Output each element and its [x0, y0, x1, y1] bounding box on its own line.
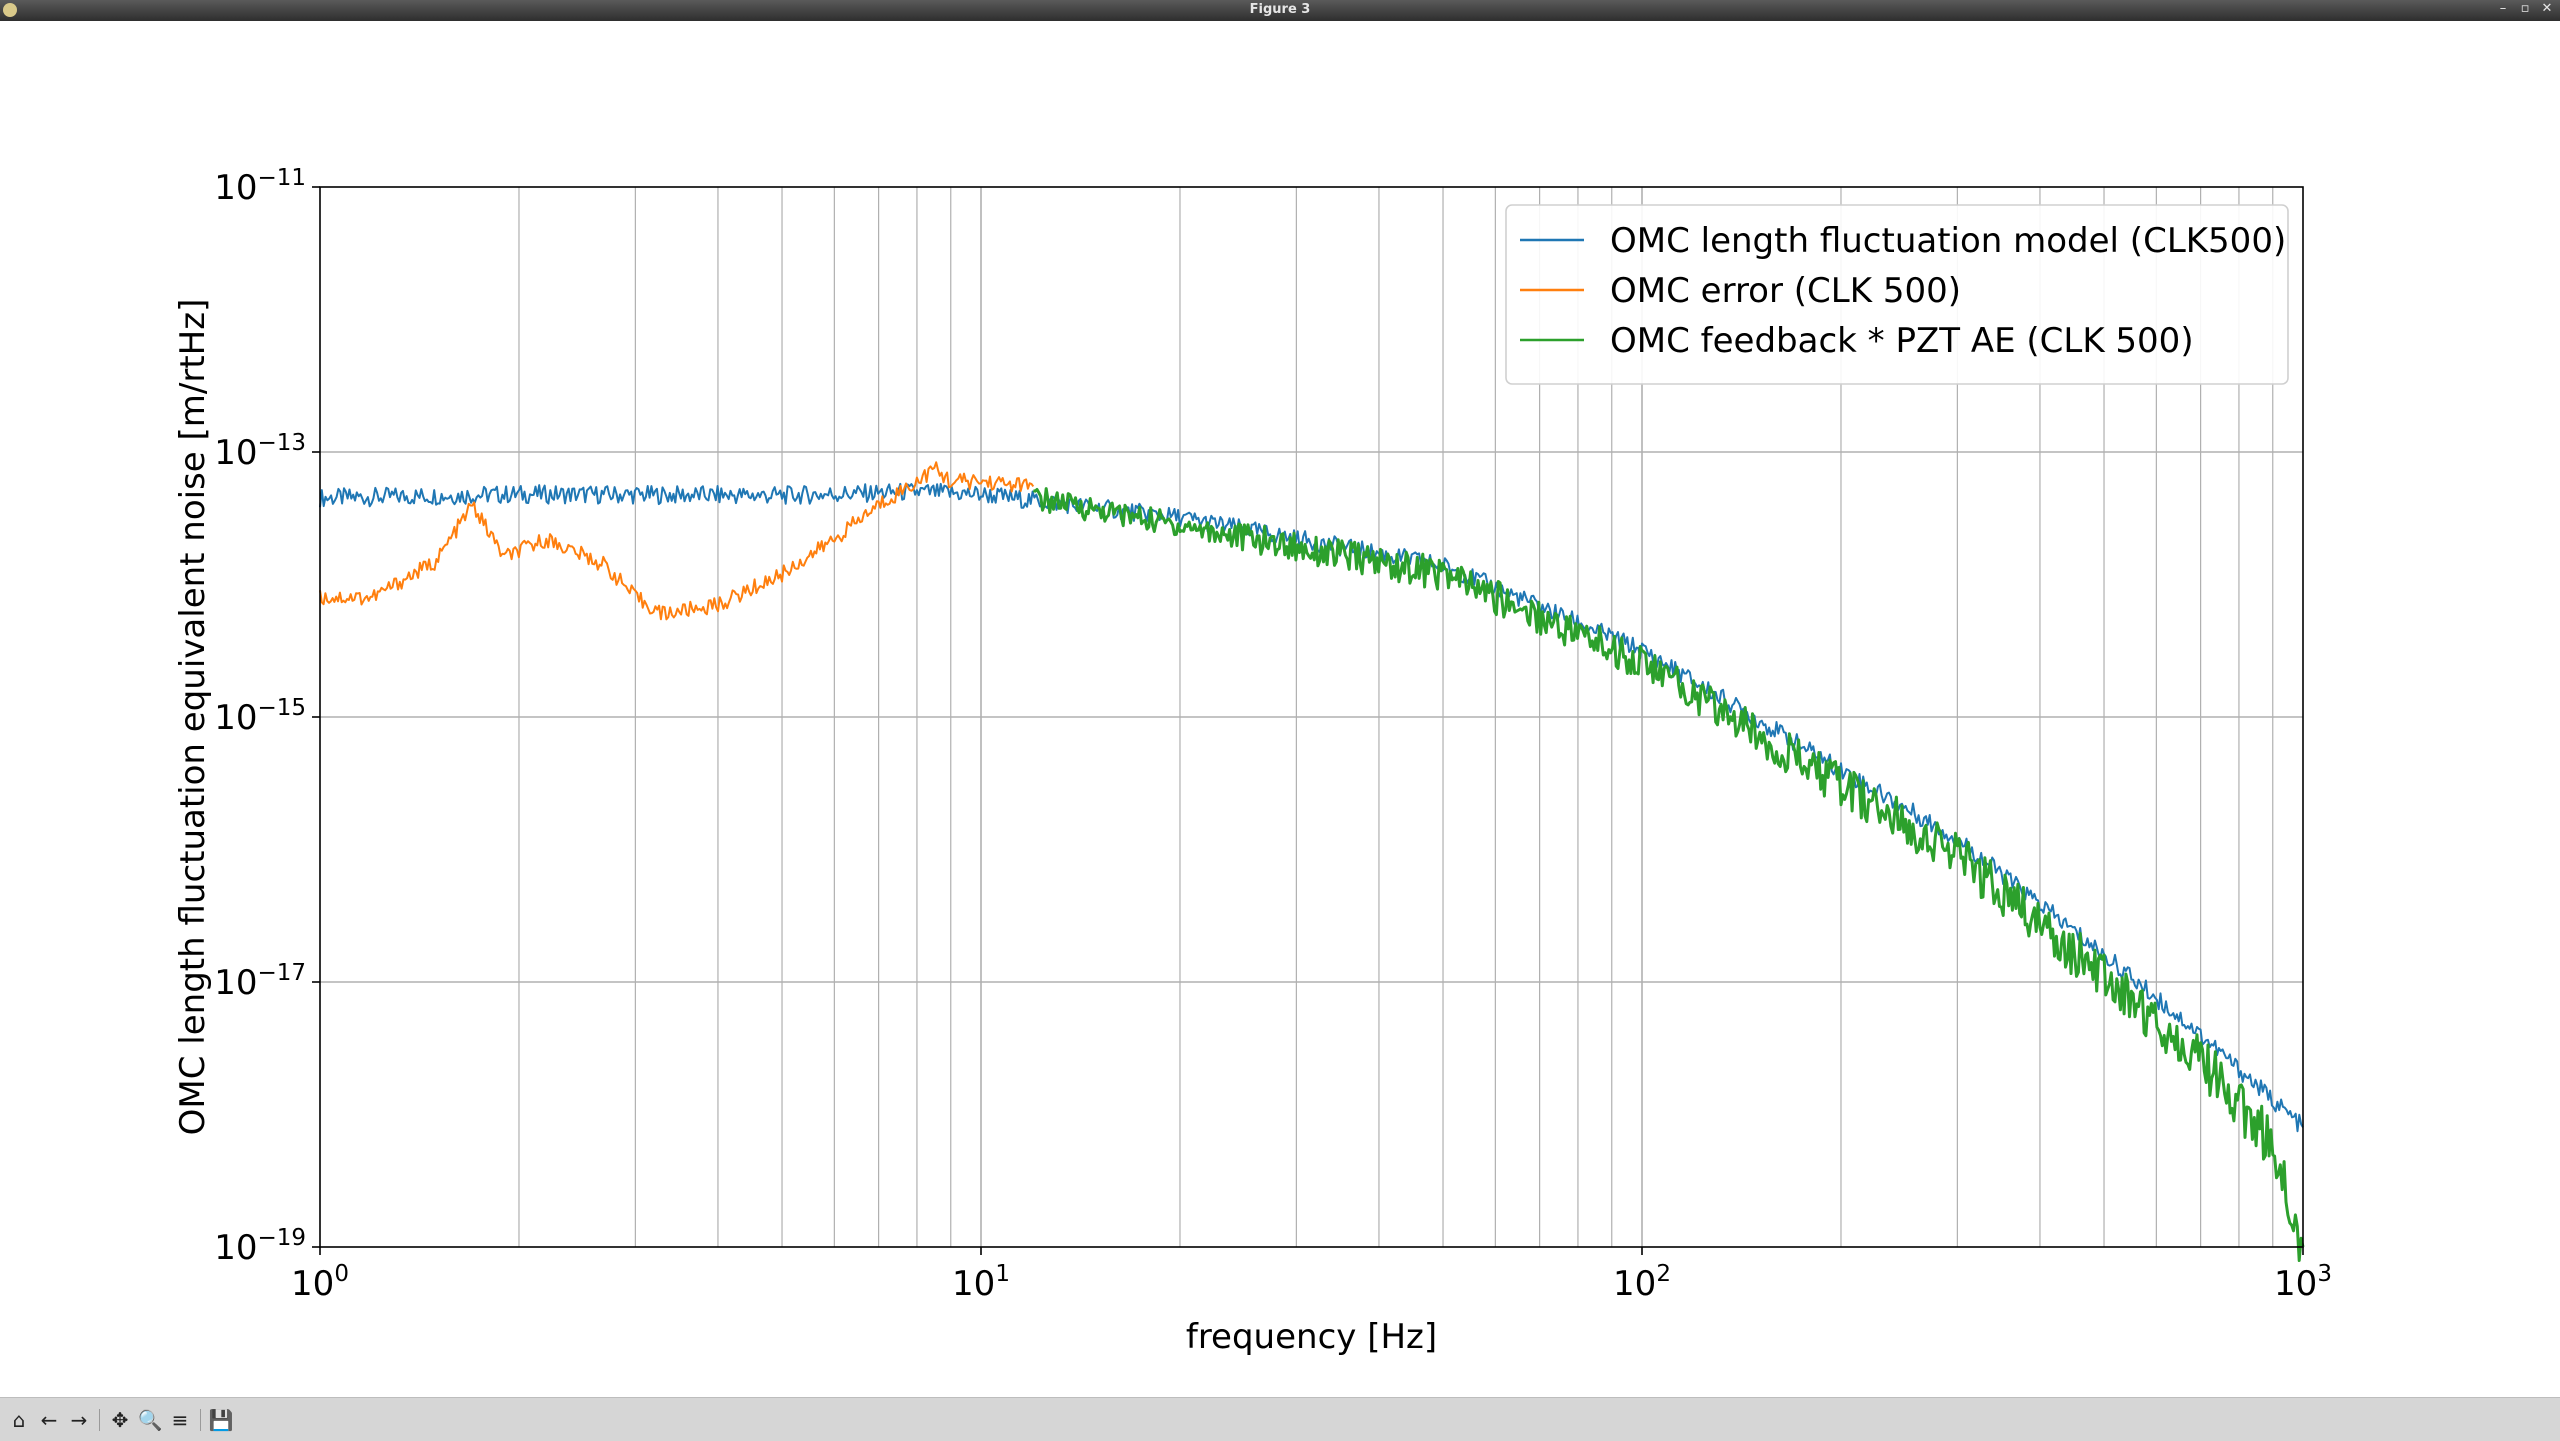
- save-icon[interactable]: 💾: [208, 1407, 234, 1432]
- x-tick-label: 103: [2274, 1261, 2332, 1304]
- window-title: Figure 3: [1249, 2, 1311, 17]
- figure-canvas[interactable]: 100 101 102 103 10−11 10−13 10−15 10−17 10−19 fre…: [0, 21, 2560, 1397]
- y-tick-label: 10−15: [214, 695, 306, 738]
- series-line: [319, 482, 2304, 1133]
- forward-icon[interactable]: →: [70, 1407, 88, 1432]
- maximize-icon[interactable]: ▫: [2520, 1, 2530, 16]
- y-axis-label: OMC length fluctuation equivalent noise …: [173, 299, 213, 1136]
- x-tick-label: 102: [1613, 1261, 1671, 1304]
- y-tick-label: 10−17: [214, 960, 306, 1003]
- legend-label: OMC length fluctuation model (CLK500): [1610, 221, 2286, 261]
- series-line: [1032, 487, 2305, 1262]
- navigation-toolbar: ⌂ ← → ✥ 🔍 ≡ 💾: [0, 1397, 2560, 1441]
- configure-subplots-icon[interactable]: ≡: [171, 1407, 189, 1432]
- minimize-icon[interactable]: –: [2499, 1, 2507, 16]
- close-icon[interactable]: ✕: [2541, 1, 2553, 16]
- y-tick-label: 10−19: [214, 1225, 306, 1268]
- y-tick-label: 10−13: [214, 430, 306, 473]
- back-icon[interactable]: ←: [40, 1407, 58, 1432]
- x-axis-label: frequency [Hz]: [1186, 1317, 1437, 1357]
- home-icon[interactable]: ⌂: [12, 1407, 26, 1432]
- y-tick-label: 10−11: [214, 165, 306, 208]
- plot-svg: 100 101 102 103 10−11 10−13 10−15 10−17 10−19 fre…: [173, 165, 2332, 1357]
- legend: [1505, 204, 2289, 385]
- legend-label: OMC feedback * PZT AE (CLK 500): [1610, 321, 2194, 361]
- window-titlebar[interactable]: Figure 3 – ▫ ✕: [0, 0, 2560, 21]
- x-tick-label: 101: [952, 1261, 1010, 1304]
- zoom-icon[interactable]: 🔍: [137, 1407, 163, 1432]
- series-line: [319, 461, 1035, 621]
- x-tick-label: 100: [291, 1261, 349, 1304]
- pan-icon[interactable]: ✥: [111, 1407, 129, 1432]
- app-icon: [3, 3, 17, 17]
- legend-label: OMC error (CLK 500): [1610, 271, 1961, 311]
